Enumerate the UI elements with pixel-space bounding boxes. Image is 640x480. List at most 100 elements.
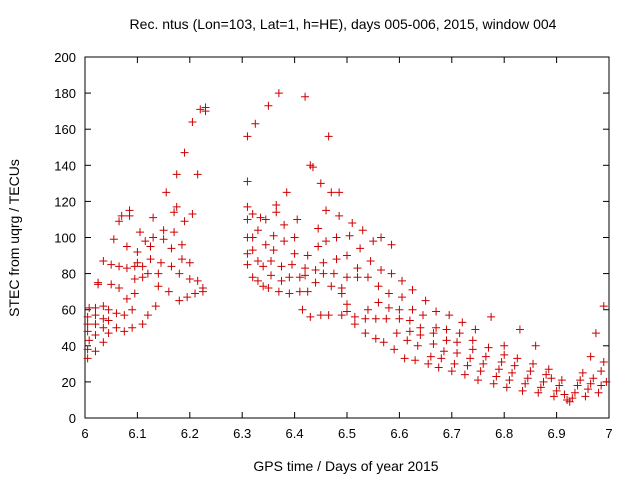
data-point [280, 220, 289, 229]
data-point [120, 311, 129, 320]
data-point [314, 242, 323, 251]
data-point [584, 385, 593, 394]
data-point [130, 289, 139, 298]
y-tick-label: 60 [62, 303, 76, 318]
data-point [107, 260, 116, 269]
data-point [597, 367, 606, 376]
data-point [432, 307, 441, 316]
data-point [83, 327, 92, 336]
data-point [185, 258, 194, 267]
data-point [500, 350, 509, 359]
data-point [602, 377, 611, 386]
data-point [599, 302, 608, 311]
data-point [377, 233, 386, 242]
data-point [371, 334, 380, 343]
data-point [295, 287, 304, 296]
data-point [180, 148, 189, 157]
data-point [521, 379, 530, 388]
data-point [267, 271, 276, 280]
data-point [387, 240, 396, 249]
data-point [285, 289, 294, 298]
data-point [573, 381, 582, 390]
data-point [413, 341, 422, 350]
data-point [164, 287, 173, 296]
data-point [138, 273, 147, 282]
data-point [458, 318, 467, 327]
data-point [549, 392, 558, 401]
x-tick-label: 6.8 [495, 426, 513, 441]
data-point [597, 381, 606, 390]
data-point [130, 275, 139, 284]
data-point [484, 343, 493, 352]
data-points [83, 89, 611, 406]
data-point [534, 388, 543, 397]
data-point [353, 264, 362, 273]
data-point [363, 305, 372, 314]
data-point [439, 347, 448, 356]
data-point [345, 231, 354, 240]
data-point [280, 237, 289, 246]
data-point [322, 237, 331, 246]
data-point [156, 258, 165, 267]
data-point [476, 367, 485, 376]
data-point [104, 329, 113, 338]
data-point [191, 289, 200, 298]
data-point [269, 231, 278, 240]
data-point [531, 341, 540, 350]
data-point [91, 320, 100, 329]
data-point [83, 312, 92, 321]
data-point [442, 325, 451, 334]
x-tick-label: 6.7 [443, 426, 461, 441]
data-point [424, 359, 433, 368]
data-point [377, 265, 386, 274]
data-point [450, 359, 459, 368]
x-tick-label: 6.9 [548, 426, 566, 441]
data-point [290, 249, 299, 258]
data-point [298, 305, 307, 314]
data-point [143, 311, 152, 320]
x-tick-label: 6.5 [338, 426, 356, 441]
data-point [133, 247, 142, 256]
data-point [405, 327, 414, 336]
data-point [85, 336, 94, 345]
data-point [117, 211, 126, 220]
data-point [356, 244, 365, 253]
y-axis-label: STEC from uqrg / TECUs [6, 159, 22, 317]
data-point [426, 352, 435, 361]
data-point [453, 349, 462, 358]
data-point [248, 210, 257, 219]
data-point [384, 303, 393, 312]
data-point [167, 262, 176, 271]
data-point [274, 287, 283, 296]
y-tick-label: 200 [54, 50, 76, 65]
data-point [337, 311, 346, 320]
data-point [277, 276, 286, 285]
data-point [107, 280, 116, 289]
x-tick-label: 6.3 [233, 426, 251, 441]
x-tick-label: 6.1 [128, 426, 146, 441]
data-point [261, 215, 270, 224]
data-point [94, 278, 103, 287]
data-point [408, 285, 417, 294]
data-point [243, 202, 252, 211]
data-point [322, 206, 331, 215]
data-point [109, 235, 118, 244]
y-tick-label: 180 [54, 86, 76, 101]
data-point [510, 361, 519, 370]
data-point [154, 269, 163, 278]
data-point [303, 287, 312, 296]
data-point [335, 188, 344, 197]
data-point [513, 354, 522, 363]
data-point [361, 314, 370, 323]
data-point [508, 368, 517, 377]
data-point [474, 376, 482, 385]
data-point [492, 372, 501, 381]
data-point [264, 101, 273, 110]
data-point [138, 262, 147, 271]
data-point [398, 276, 407, 285]
y-tick-label: 40 [62, 339, 76, 354]
data-point [544, 365, 553, 374]
data-point [251, 119, 260, 128]
data-point [277, 262, 286, 271]
data-point [112, 323, 121, 332]
